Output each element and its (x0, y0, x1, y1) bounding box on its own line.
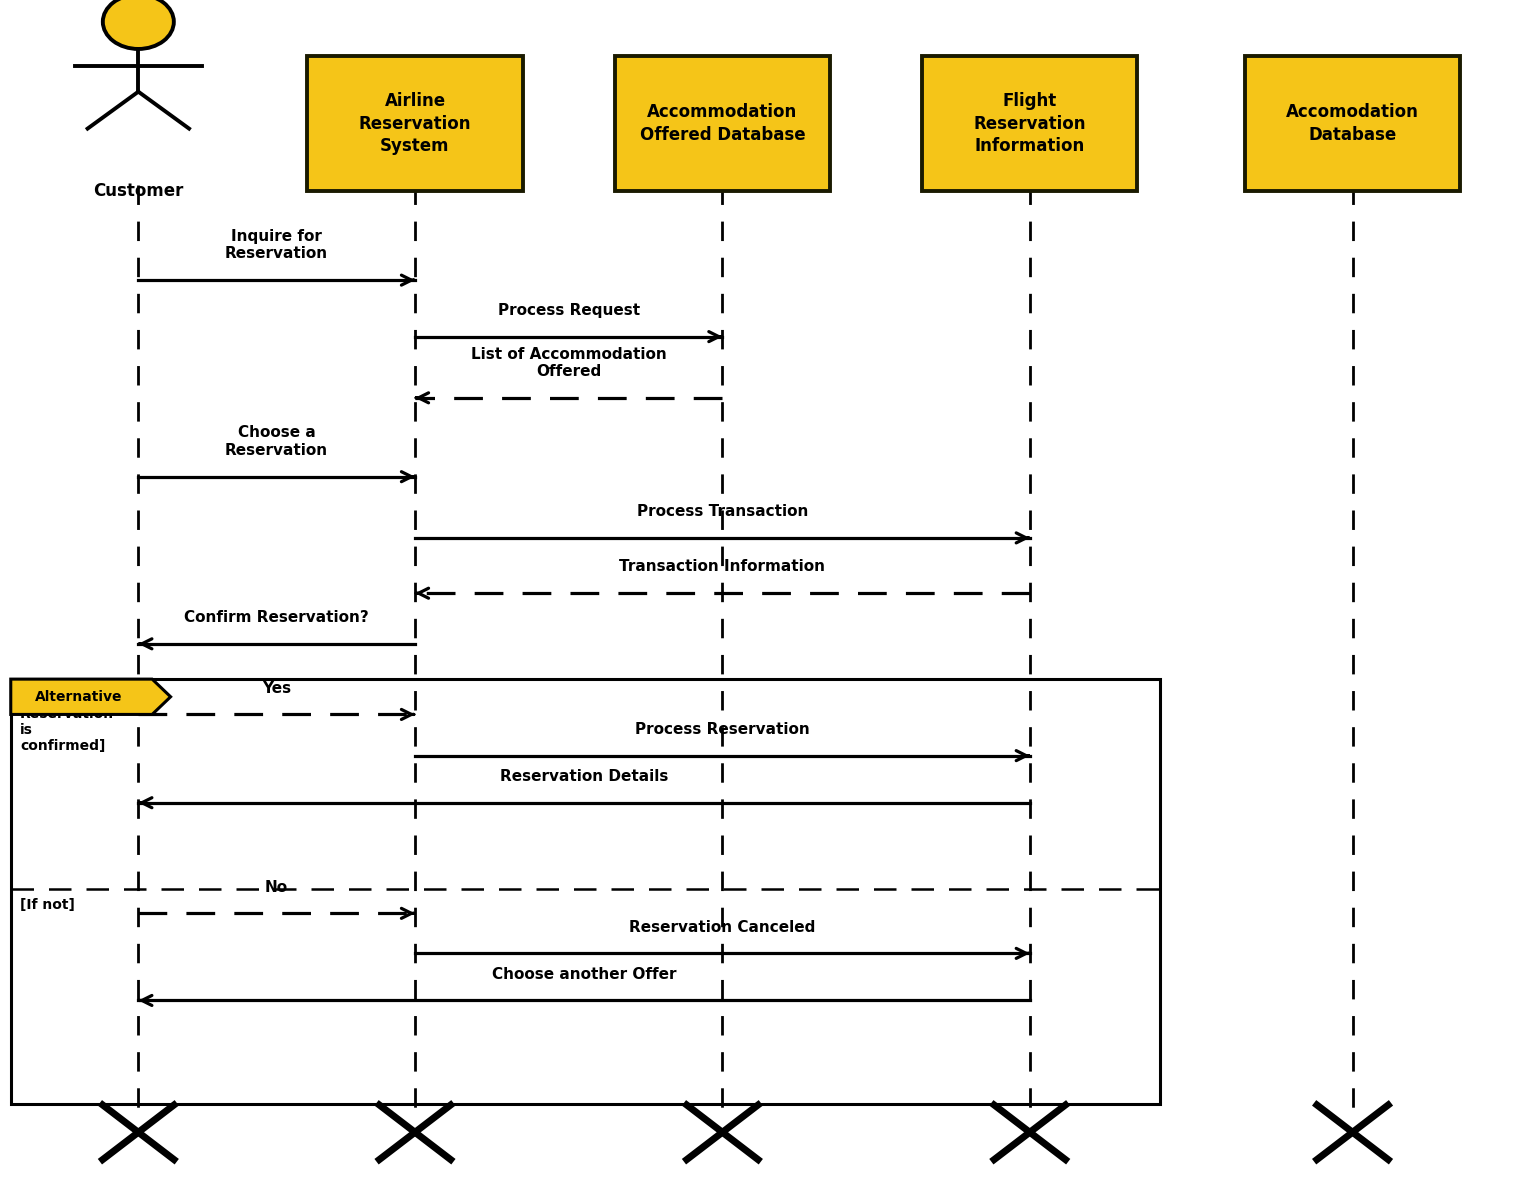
Text: Reservation Canceled: Reservation Canceled (629, 919, 816, 935)
Text: Choose another Offer: Choose another Offer (492, 966, 676, 982)
Text: Reservation Details: Reservation Details (500, 769, 669, 784)
FancyBboxPatch shape (615, 55, 830, 191)
Text: No: No (264, 879, 289, 895)
Bar (11, 679, 1160, 1104)
Text: Accomodation
Database: Accomodation Database (1286, 104, 1419, 144)
FancyBboxPatch shape (307, 55, 523, 191)
Text: Yes: Yes (263, 680, 290, 696)
FancyBboxPatch shape (1245, 55, 1460, 191)
Text: Confirm Reservation?: Confirm Reservation? (184, 610, 369, 625)
Text: Transaction Information: Transaction Information (619, 559, 825, 574)
Polygon shape (11, 679, 171, 714)
Text: Flight
Reservation
Information: Flight Reservation Information (973, 92, 1087, 155)
Text: [If not]: [If not] (20, 898, 75, 912)
Circle shape (103, 0, 174, 49)
Text: List of Accommodation
Offered: List of Accommodation Offered (470, 346, 667, 379)
FancyBboxPatch shape (922, 55, 1137, 191)
Text: Process Transaction: Process Transaction (636, 504, 808, 519)
Text: Process Reservation: Process Reservation (635, 722, 810, 737)
Text: Process Request: Process Request (498, 302, 639, 318)
Text: Choose a
Reservation: Choose a Reservation (224, 425, 329, 458)
Text: [If
Reservation
is
confirmed]: [If Reservation is confirmed] (20, 691, 114, 753)
Text: Accommodation
Offered Database: Accommodation Offered Database (639, 104, 805, 144)
Text: Inquire for
Reservation: Inquire for Reservation (224, 228, 329, 261)
Text: Alternative: Alternative (35, 690, 123, 704)
Text: Airline
Reservation
System: Airline Reservation System (358, 92, 472, 155)
Text: Customer: Customer (94, 182, 183, 200)
